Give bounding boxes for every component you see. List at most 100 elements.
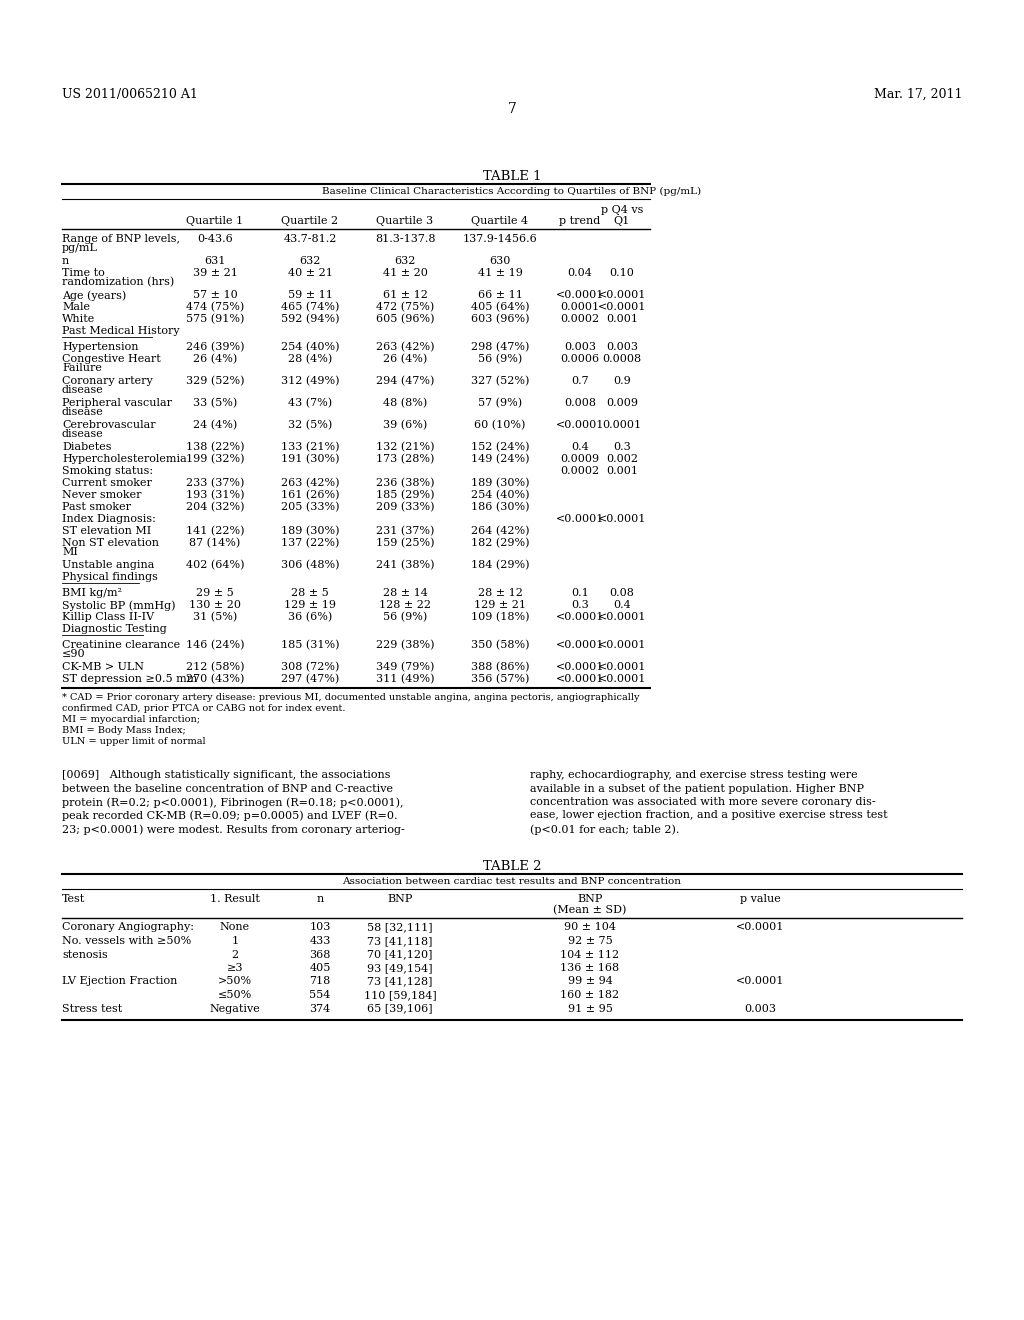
Text: Male: Male bbox=[62, 302, 90, 312]
Text: 41 ± 19: 41 ± 19 bbox=[477, 268, 522, 279]
Text: Stress test: Stress test bbox=[62, 1003, 122, 1014]
Text: 56 (9%): 56 (9%) bbox=[383, 612, 427, 622]
Text: 329 (52%): 329 (52%) bbox=[185, 376, 245, 387]
Text: 405: 405 bbox=[309, 964, 331, 973]
Text: 185 (31%): 185 (31%) bbox=[281, 640, 339, 651]
Text: 204 (32%): 204 (32%) bbox=[185, 502, 245, 512]
Text: 0.08: 0.08 bbox=[609, 587, 635, 598]
Text: ≤90: ≤90 bbox=[62, 649, 86, 659]
Text: 368: 368 bbox=[309, 949, 331, 960]
Text: 184 (29%): 184 (29%) bbox=[471, 560, 529, 570]
Text: 231 (37%): 231 (37%) bbox=[376, 525, 434, 536]
Text: 73 [41,128]: 73 [41,128] bbox=[368, 977, 433, 986]
Text: ST depression ≥0.5 mm: ST depression ≥0.5 mm bbox=[62, 675, 198, 684]
Text: <0.0001: <0.0001 bbox=[556, 612, 604, 622]
Text: ease, lower ejection fraction, and a positive exercise stress test: ease, lower ejection fraction, and a pos… bbox=[530, 810, 888, 821]
Text: <0.0001: <0.0001 bbox=[556, 420, 604, 430]
Text: 0.001: 0.001 bbox=[606, 466, 638, 477]
Text: Q1: Q1 bbox=[613, 216, 630, 226]
Text: None: None bbox=[220, 923, 250, 932]
Text: <0.0001: <0.0001 bbox=[736, 977, 784, 986]
Text: 388 (86%): 388 (86%) bbox=[471, 663, 529, 672]
Text: Age (years): Age (years) bbox=[62, 290, 126, 301]
Text: 160 ± 182: 160 ± 182 bbox=[560, 990, 620, 1001]
Text: 28 ± 5: 28 ± 5 bbox=[291, 587, 329, 598]
Text: 264 (42%): 264 (42%) bbox=[471, 525, 529, 536]
Text: 209 (33%): 209 (33%) bbox=[376, 502, 434, 512]
Text: <0.0001: <0.0001 bbox=[556, 513, 604, 524]
Text: between the baseline concentration of BNP and C-reactive: between the baseline concentration of BN… bbox=[62, 784, 393, 793]
Text: ST elevation MI: ST elevation MI bbox=[62, 525, 152, 536]
Text: 0.0009: 0.0009 bbox=[560, 454, 600, 465]
Text: 41 ± 20: 41 ± 20 bbox=[383, 268, 427, 279]
Text: Coronary Angiography:: Coronary Angiography: bbox=[62, 923, 194, 932]
Text: 605 (96%): 605 (96%) bbox=[376, 314, 434, 325]
Text: (Mean ± SD): (Mean ± SD) bbox=[553, 904, 627, 915]
Text: 109 (18%): 109 (18%) bbox=[471, 612, 529, 622]
Text: 472 (75%): 472 (75%) bbox=[376, 302, 434, 313]
Text: ≤50%: ≤50% bbox=[218, 990, 252, 1001]
Text: Quartile 1: Quartile 1 bbox=[186, 216, 244, 226]
Text: 0.4: 0.4 bbox=[571, 442, 589, 451]
Text: 554: 554 bbox=[309, 990, 331, 1001]
Text: 199 (32%): 199 (32%) bbox=[185, 454, 245, 465]
Text: Range of BNP levels,: Range of BNP levels, bbox=[62, 234, 180, 244]
Text: 191 (30%): 191 (30%) bbox=[281, 454, 339, 465]
Text: Diabetes: Diabetes bbox=[62, 442, 112, 451]
Text: 311 (49%): 311 (49%) bbox=[376, 675, 434, 684]
Text: 0.003: 0.003 bbox=[606, 342, 638, 352]
Text: 152 (24%): 152 (24%) bbox=[471, 442, 529, 453]
Text: 39 (6%): 39 (6%) bbox=[383, 420, 427, 430]
Text: raphy, echocardiography, and exercise stress testing were: raphy, echocardiography, and exercise st… bbox=[530, 770, 858, 780]
Text: concentration was associated with more severe coronary dis-: concentration was associated with more s… bbox=[530, 797, 876, 807]
Text: BMI kg/m²: BMI kg/m² bbox=[62, 587, 122, 598]
Text: 0.4: 0.4 bbox=[613, 601, 631, 610]
Text: 402 (64%): 402 (64%) bbox=[185, 560, 245, 570]
Text: <0.0001: <0.0001 bbox=[556, 675, 604, 684]
Text: (p<0.01 for each; table 2).: (p<0.01 for each; table 2). bbox=[530, 824, 679, 834]
Text: 173 (28%): 173 (28%) bbox=[376, 454, 434, 465]
Text: Past Medical History: Past Medical History bbox=[62, 326, 179, 337]
Text: 0.9: 0.9 bbox=[613, 376, 631, 385]
Text: 632: 632 bbox=[394, 256, 416, 267]
Text: Peripheral vascular: Peripheral vascular bbox=[62, 399, 172, 408]
Text: 575 (91%): 575 (91%) bbox=[185, 314, 244, 325]
Text: 24 (4%): 24 (4%) bbox=[193, 420, 238, 430]
Text: Quartile 4: Quartile 4 bbox=[471, 216, 528, 226]
Text: 0.0008: 0.0008 bbox=[602, 354, 642, 364]
Text: 60 (10%): 60 (10%) bbox=[474, 420, 525, 430]
Text: Test: Test bbox=[62, 894, 85, 903]
Text: Congestive Heart: Congestive Heart bbox=[62, 354, 161, 364]
Text: Smoking status:: Smoking status: bbox=[62, 466, 154, 477]
Text: 31 (5%): 31 (5%) bbox=[193, 612, 238, 622]
Text: * CAD = Prior coronary artery disease: previous MI, documented unstable angina, : * CAD = Prior coronary artery disease: p… bbox=[62, 693, 640, 702]
Text: 159 (25%): 159 (25%) bbox=[376, 539, 434, 548]
Text: 90 ± 104: 90 ± 104 bbox=[564, 923, 616, 932]
Text: CK-MB > ULN: CK-MB > ULN bbox=[62, 663, 144, 672]
Text: 48 (8%): 48 (8%) bbox=[383, 399, 427, 408]
Text: p Q4 vs: p Q4 vs bbox=[601, 205, 643, 215]
Text: 28 (4%): 28 (4%) bbox=[288, 354, 332, 364]
Text: 233 (37%): 233 (37%) bbox=[185, 478, 244, 488]
Text: protein (R=0.2; p<0.0001), Fibrinogen (R=0.18; p<0.0001),: protein (R=0.2; p<0.0001), Fibrinogen (R… bbox=[62, 797, 403, 808]
Text: 465 (74%): 465 (74%) bbox=[281, 302, 339, 313]
Text: LV Ejection Fraction: LV Ejection Fraction bbox=[62, 977, 177, 986]
Text: Time to: Time to bbox=[62, 268, 104, 279]
Text: 0.008: 0.008 bbox=[564, 399, 596, 408]
Text: 129 ± 21: 129 ± 21 bbox=[474, 601, 526, 610]
Text: MI: MI bbox=[62, 546, 78, 557]
Text: 592 (94%): 592 (94%) bbox=[281, 314, 339, 325]
Text: 0.003: 0.003 bbox=[744, 1003, 776, 1014]
Text: 1. Result: 1. Result bbox=[210, 894, 260, 903]
Text: 26 (4%): 26 (4%) bbox=[383, 354, 427, 364]
Text: 270 (43%): 270 (43%) bbox=[185, 675, 244, 684]
Text: 99 ± 94: 99 ± 94 bbox=[567, 977, 612, 986]
Text: 308 (72%): 308 (72%) bbox=[281, 663, 339, 672]
Text: 433: 433 bbox=[309, 936, 331, 946]
Text: n: n bbox=[316, 894, 324, 903]
Text: 0.0002: 0.0002 bbox=[560, 314, 600, 323]
Text: Quartile 3: Quartile 3 bbox=[377, 216, 433, 226]
Text: 246 (39%): 246 (39%) bbox=[185, 342, 245, 352]
Text: 73 [41,118]: 73 [41,118] bbox=[368, 936, 433, 946]
Text: Failure: Failure bbox=[62, 363, 101, 374]
